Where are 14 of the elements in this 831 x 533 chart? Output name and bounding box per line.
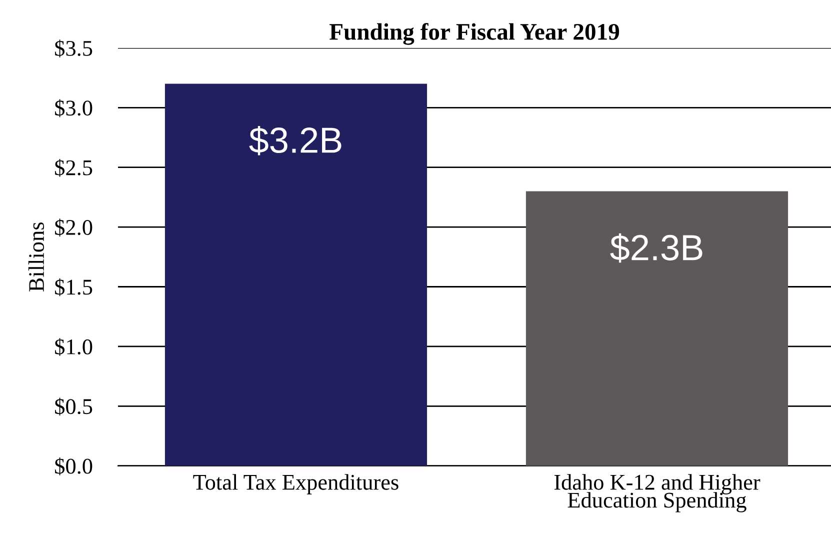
y-tick-label: $3.0 <box>55 99 92 118</box>
y-tick-label: $2.5 <box>55 158 92 177</box>
y-tick-label: $1.0 <box>55 338 92 356</box>
y-tick-label: $0.0 <box>55 457 92 476</box>
x-tick-label: Idaho K-12 and Higher Education Spending <box>554 474 760 512</box>
y-tick-label: $0.5 <box>55 398 92 416</box>
x-tick-label: Total Tax Expenditures <box>193 474 398 494</box>
y-axis-title: Billions <box>28 222 44 292</box>
data-label: $2.3B <box>610 233 702 263</box>
y-tick-label: $1.5 <box>55 278 92 296</box>
y-tick-label: $3.5 <box>55 40 92 58</box>
data-label: $3.2B <box>249 126 342 156</box>
y-tick-label: $2.0 <box>55 218 92 236</box>
chart-title: Funding for Fiscal Year 2019 <box>330 23 620 45</box>
